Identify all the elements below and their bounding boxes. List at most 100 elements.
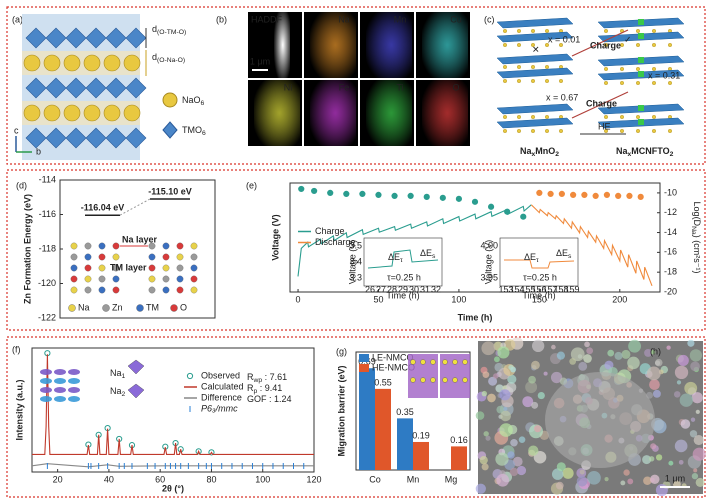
- map-signal: [254, 80, 300, 146]
- legend-swatch: [186, 372, 194, 380]
- structure-atom: [420, 377, 426, 383]
- text-part: s: [568, 253, 572, 260]
- y-tick-label: -116: [39, 209, 56, 219]
- particle: [562, 467, 574, 479]
- particle: [482, 371, 490, 379]
- x-tick-label: Mn: [407, 474, 420, 484]
- y-tick-label: -114: [39, 174, 56, 184]
- marker: [455, 195, 463, 202]
- atom: [70, 242, 78, 250]
- particle: [556, 351, 566, 360]
- particle: [692, 447, 706, 461]
- marker: [471, 198, 479, 205]
- inset-curve: [504, 259, 575, 269]
- particle: [528, 445, 539, 456]
- text-part: x: [628, 151, 632, 158]
- particle: [673, 391, 681, 398]
- label: 1 μm: [250, 56, 270, 66]
- particle: [475, 411, 485, 420]
- label: Ni: [284, 82, 293, 92]
- particle: [502, 385, 507, 391]
- text-part: 2: [122, 391, 126, 398]
- particle: [621, 349, 631, 359]
- site-polyhedron: [127, 359, 145, 375]
- atom: [84, 242, 92, 250]
- particle: [551, 468, 564, 480]
- text-part: p: [254, 388, 258, 395]
- particle: [499, 423, 513, 437]
- text-part: Log(D: [692, 202, 702, 227]
- particle: [495, 452, 509, 466]
- particle: [531, 401, 539, 409]
- label: Charge: [590, 40, 621, 50]
- inset-tick-label: 153: [498, 284, 513, 294]
- particle: [674, 365, 689, 380]
- particle: [481, 390, 488, 397]
- text-part: 6: [201, 100, 205, 107]
- legend-label: HE-NMCO: [372, 362, 415, 372]
- na-ion: [636, 29, 641, 34]
- particle: [690, 417, 696, 422]
- marker: [423, 193, 430, 200]
- atom: [112, 275, 120, 283]
- x-tick-label: 100: [451, 294, 466, 304]
- text-part: ΔE: [556, 248, 568, 258]
- structure-atom: [40, 378, 52, 384]
- text-part: TMO: [182, 125, 202, 135]
- fit-statistic: Rwp : 7.61: [247, 372, 287, 383]
- structure-atom: [430, 377, 436, 383]
- particle: [570, 347, 585, 362]
- na-ion: [652, 114, 657, 119]
- atom: [112, 242, 120, 250]
- na-ion: [503, 114, 508, 119]
- text-part: 2: [670, 151, 674, 158]
- marker: [637, 193, 644, 200]
- atom: [176, 264, 184, 272]
- na-atom: [103, 104, 121, 122]
- inset-curve: [367, 249, 439, 269]
- bar: [451, 446, 467, 470]
- inset-tick-label: 3.5: [349, 240, 362, 250]
- particle: [693, 434, 704, 446]
- label: 1 μm: [665, 473, 685, 483]
- inset-tick-label: 158: [553, 284, 568, 294]
- series-line: [297, 204, 532, 277]
- structure-atom: [420, 359, 426, 365]
- particle: [644, 348, 653, 357]
- na-ion: [604, 66, 609, 71]
- na-atom: [43, 104, 61, 122]
- marker: [487, 203, 495, 210]
- label: HE: [598, 121, 611, 131]
- text-part: d: [152, 24, 157, 34]
- label: NaxMCNFTO2: [616, 146, 674, 157]
- inset-axis-label: Voltage (V): [347, 240, 357, 285]
- na-ion: [652, 29, 657, 34]
- icon-tmo6: [162, 121, 178, 139]
- text-part: R: [247, 372, 254, 382]
- inset-frame: [499, 237, 579, 287]
- text-part: wp: [253, 377, 263, 384]
- particle: [510, 438, 518, 447]
- inset-tick-label: 154: [509, 284, 524, 294]
- marker: [391, 192, 398, 199]
- structure-atom: [462, 377, 468, 383]
- particle: [614, 351, 623, 360]
- panel-label: (d): [16, 180, 27, 190]
- panel-label: (a): [12, 14, 23, 24]
- particle: [679, 393, 693, 407]
- panel-label: (g): [336, 346, 347, 356]
- marker: [177, 446, 184, 453]
- legend-label: TM: [146, 302, 159, 312]
- na-ion: [604, 29, 609, 34]
- particle: [584, 341, 590, 348]
- particle: [537, 391, 545, 400]
- na-ion: [545, 128, 550, 133]
- text-part: Na: [690, 226, 697, 235]
- particle: [579, 469, 585, 475]
- na-ion: [559, 78, 564, 83]
- particle-large: [545, 372, 655, 468]
- y2-tick-label: -20: [664, 286, 677, 296]
- atom: [176, 242, 184, 250]
- x-tick-label: 20: [53, 474, 63, 484]
